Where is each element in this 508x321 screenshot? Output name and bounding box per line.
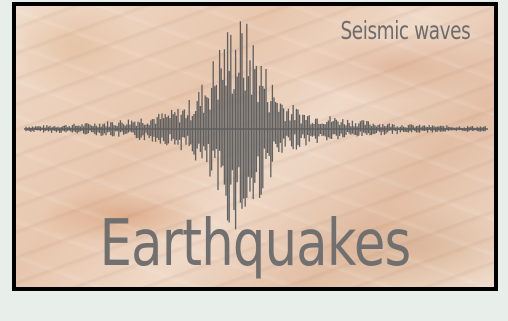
image-frame: Seismic waves Earthquakes: [12, 2, 498, 291]
title: Earthquakes: [99, 207, 412, 281]
rock-texture-background: Seismic waves Earthquakes: [16, 6, 494, 287]
seismograph-waveform-icon: [24, 21, 488, 230]
waveform-bars: [25, 21, 486, 230]
subtitle: Seismic waves: [340, 16, 470, 45]
